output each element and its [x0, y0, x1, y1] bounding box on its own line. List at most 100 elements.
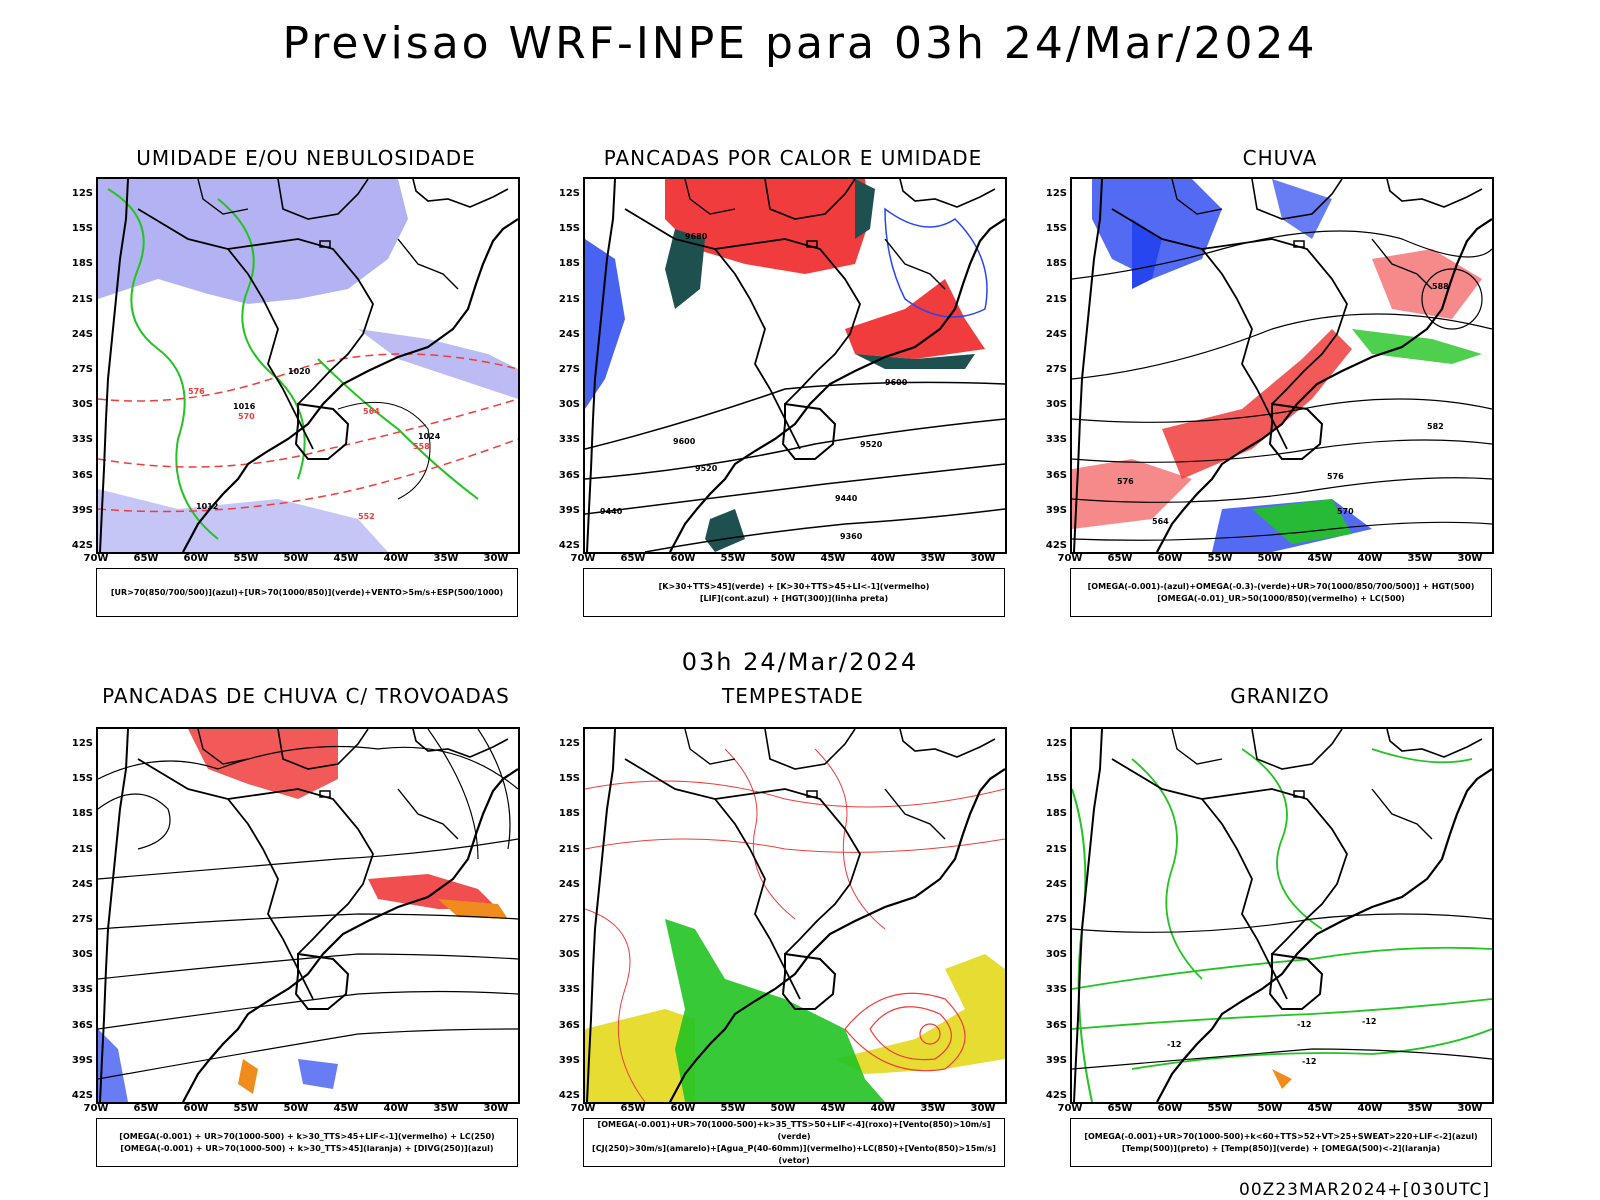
lat-tick-label: 36S — [71, 469, 93, 481]
lon-tick-label: 65W — [133, 553, 159, 564]
svg-text:588: 588 — [1432, 282, 1449, 291]
lat-tick-label: 39S — [558, 1054, 580, 1066]
lon-tick-label: 35W — [1407, 553, 1433, 564]
svg-text:1020: 1020 — [288, 367, 311, 376]
svg-text:576: 576 — [1327, 472, 1344, 481]
lon-tick-label: 35W — [920, 553, 946, 564]
lon-tick-label: 45W — [333, 553, 359, 564]
legend-umidade: [UR>70(850/700/500)](azul)+[UR>70(1000/8… — [96, 568, 518, 617]
lon-tick-label: 60W — [670, 553, 696, 564]
lat-tick-label: 15S — [558, 223, 580, 235]
lon-tick-label: 30W — [1457, 553, 1483, 564]
svg-text:1012: 1012 — [196, 502, 218, 511]
svg-text:1024: 1024 — [418, 432, 441, 441]
lon-tick-label: 30W — [483, 553, 509, 564]
lat-tick-label: 30S — [1045, 949, 1067, 961]
lon-tick-label: 30W — [483, 1103, 509, 1114]
lat-tick-label: 12S — [558, 738, 580, 749]
map-chuva: 588 582 576 576 570 564 — [1070, 177, 1494, 554]
lat-tick-label: 12S — [1045, 738, 1067, 749]
map-pancadas-trovoadas — [96, 727, 520, 1104]
lat-tick-label: 36S — [1045, 469, 1067, 481]
lat-tick-label: 21S — [71, 293, 93, 305]
svg-text:-12: -12 — [1362, 1017, 1376, 1026]
lon-tick-label: 70W — [570, 553, 596, 564]
lon-tick-label: 40W — [1357, 553, 1383, 564]
svg-text:9680: 9680 — [685, 232, 708, 241]
lat-tick-label: 27S — [1045, 914, 1067, 925]
lon-tick-label: 60W — [670, 1103, 696, 1114]
lat-tick-label: 21S — [558, 843, 580, 855]
lat-tick-label: 21S — [558, 293, 580, 305]
lat-tick-label: 33S — [71, 984, 93, 996]
panel-title-pancadas-calor: PANCADAS POR CALOR E UMIDADE — [603, 146, 983, 170]
lon-tick-label: 55W — [233, 1103, 259, 1114]
lat-tick-label: 39S — [71, 1054, 93, 1066]
lon-tick-label: 50W — [1257, 1103, 1283, 1114]
lon-tick-label: 40W — [870, 1103, 896, 1114]
svg-text:-12: -12 — [1167, 1040, 1181, 1049]
lat-tick-label: 33S — [1045, 984, 1067, 996]
lon-tick-label: 70W — [83, 1103, 109, 1114]
lat-tick-label: 15S — [1045, 773, 1067, 785]
lat-tick-label: 27S — [558, 914, 580, 925]
lat-tick-label: 24S — [71, 328, 93, 340]
lat-tick-label: 39S — [1045, 1054, 1067, 1066]
lon-tick-label: 70W — [83, 553, 109, 564]
map-tempestade — [583, 727, 1007, 1104]
lat-tick-label: 21S — [1045, 843, 1067, 855]
lat-tick-label: 30S — [71, 399, 93, 411]
legend-pancadas-calor: [K>30+TTS>45](verde) + [K>30+TTS>45+LI<-… — [583, 568, 1005, 617]
svg-text:9600: 9600 — [885, 378, 908, 387]
lon-tick-label: 30W — [970, 553, 996, 564]
lon-tick-label: 65W — [1107, 1103, 1133, 1114]
lat-tick-label: 24S — [1045, 878, 1067, 890]
legend-pancadas-trovoadas: [OMEGA(-0.001) + UR>70(1000-500) + k>30_… — [96, 1118, 518, 1167]
lon-tick-label: 40W — [1357, 1103, 1383, 1114]
lat-tick-label: 24S — [558, 328, 580, 340]
lon-tick-label: 55W — [233, 553, 259, 564]
lon-tick-label: 60W — [183, 553, 209, 564]
lat-tick-label: 12S — [1045, 188, 1067, 199]
lon-tick-label: 65W — [133, 1103, 159, 1114]
lat-tick-label: 21S — [1045, 293, 1067, 305]
lat-tick-label: 27S — [558, 364, 580, 375]
panel-title-granizo: GRANIZO — [1230, 684, 1330, 708]
panel-title-umidade: UMIDADE E/OU NEBULOSIDADE — [136, 146, 476, 170]
lon-tick-label: 45W — [1307, 1103, 1333, 1114]
lon-tick-label: 40W — [870, 553, 896, 564]
svg-text:9520: 9520 — [860, 440, 883, 449]
lat-tick-label: 12S — [71, 188, 93, 199]
svg-text:552: 552 — [358, 512, 375, 521]
svg-text:-12: -12 — [1297, 1020, 1311, 1029]
lon-tick-label: 55W — [720, 553, 746, 564]
lon-tick-label: 65W — [620, 553, 646, 564]
lon-tick-label: 50W — [1257, 553, 1283, 564]
lat-tick-label: 36S — [1045, 1019, 1067, 1031]
lat-tick-label: 39S — [1045, 504, 1067, 516]
middle-title: 03h 24/Mar/2024 — [681, 648, 919, 676]
svg-text:9360: 9360 — [840, 532, 863, 541]
lon-tick-label: 45W — [820, 1103, 846, 1114]
footer-run-info: 00Z23MAR2024+[030UTC] — [1239, 1180, 1490, 1200]
lon-tick-label: 50W — [770, 553, 796, 564]
svg-text:570: 570 — [1337, 507, 1354, 516]
lat-tick-label: 18S — [71, 258, 93, 270]
lat-tick-label: 15S — [71, 773, 93, 785]
lat-tick-label: 21S — [71, 843, 93, 855]
lat-tick-label: 42S — [71, 1090, 93, 1101]
map-pancadas-calor: 9600 9600 9520 9520 9440 9440 9360 9680 — [583, 177, 1007, 554]
legend-chuva: [OMEGA(-0.001)-(azul)+OMEGA(-0.3)-(verde… — [1070, 568, 1492, 617]
lon-tick-label: 60W — [183, 1103, 209, 1114]
svg-text:-12: -12 — [1302, 1057, 1316, 1066]
lat-tick-label: 18S — [1045, 808, 1067, 820]
legend-granizo: [OMEGA(-0.001)+UR>70(1000-500)+k<60+TTS>… — [1070, 1118, 1492, 1167]
lat-tick-label: 33S — [558, 434, 580, 446]
lat-tick-label: 27S — [71, 914, 93, 925]
lat-tick-label: 24S — [71, 878, 93, 890]
lon-tick-label: 45W — [1307, 553, 1333, 564]
panel-title-chuva: CHUVA — [1242, 146, 1318, 170]
lat-tick-label: 12S — [71, 738, 93, 749]
lat-tick-label: 42S — [558, 1090, 580, 1101]
lat-tick-label: 36S — [71, 1019, 93, 1031]
